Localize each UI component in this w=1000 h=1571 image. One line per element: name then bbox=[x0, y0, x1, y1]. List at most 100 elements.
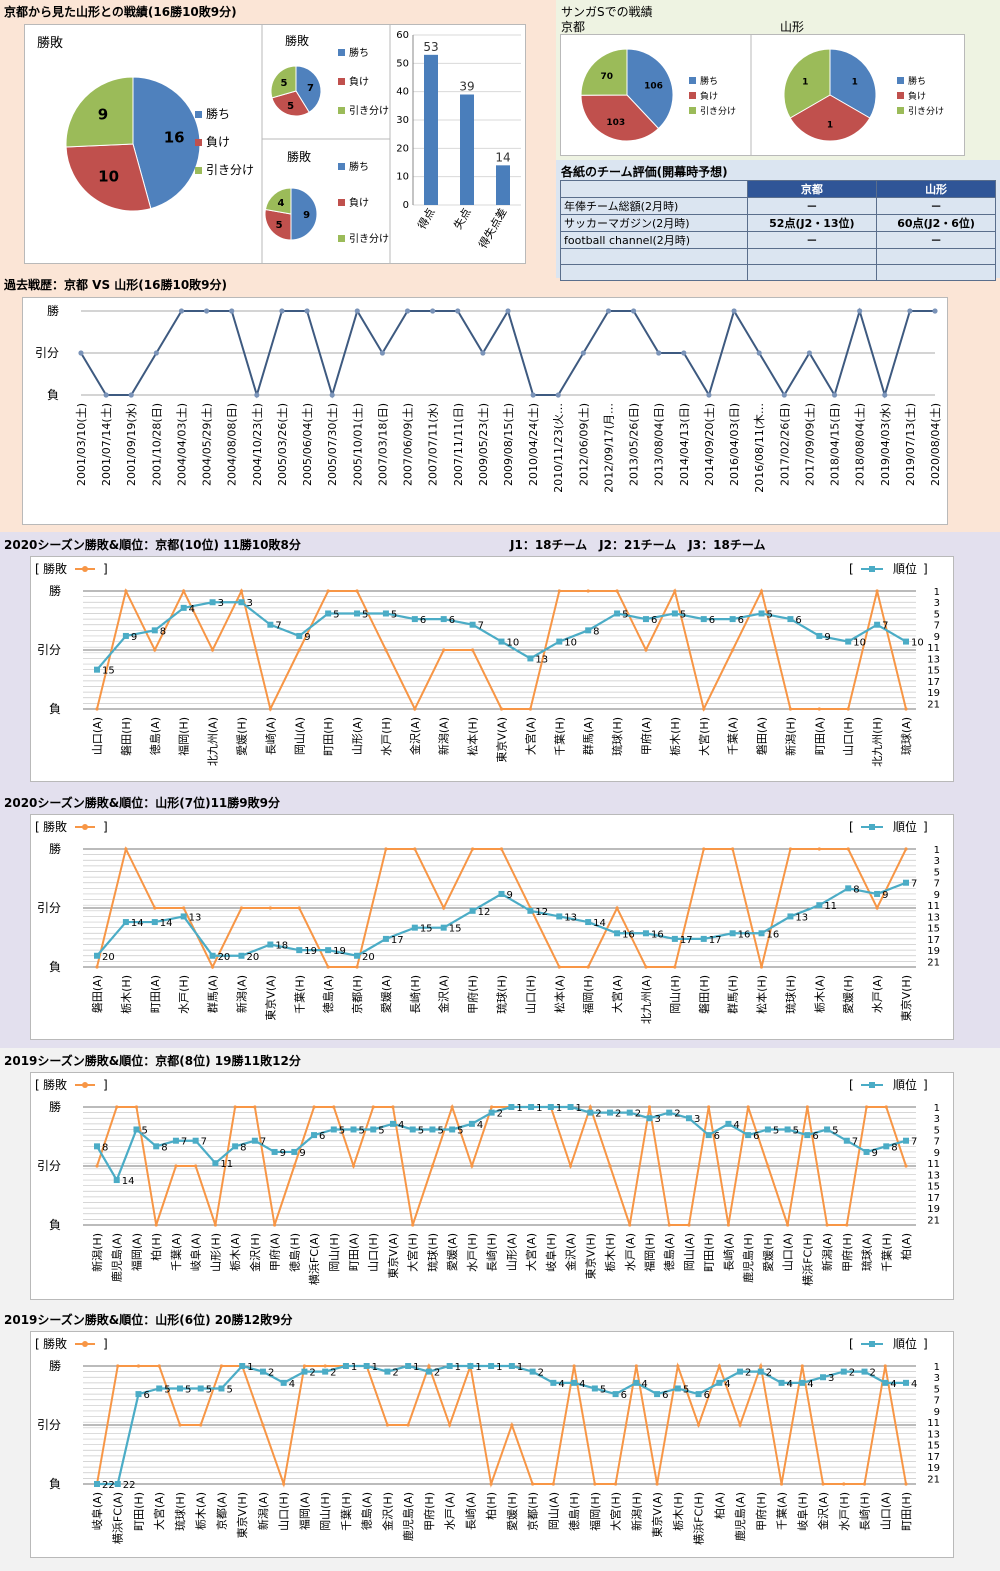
x-tick-label: 山口(A) bbox=[782, 1233, 795, 1271]
season-kyoto-2019-box: 勝引分負 1 3 5 7 9 11 13 15 17 19 21[勝敗][順位] 8 14 5 8 7 7 11 8 7… bbox=[30, 1072, 954, 1300]
rank-tick-label: 3 bbox=[934, 598, 940, 609]
rank-tick-label: 1 bbox=[934, 1362, 940, 1373]
rank-tick-label: 17 bbox=[927, 1452, 940, 1463]
rank-point bbox=[642, 616, 649, 623]
x-tick-label: 東京V(A) bbox=[495, 717, 509, 763]
rank-data-label: 5 bbox=[437, 1125, 443, 1136]
data-point bbox=[555, 392, 561, 398]
x-tick-label: 福岡(H) bbox=[581, 975, 595, 1014]
x-tick-label: 千葉(H) bbox=[552, 717, 566, 756]
x-tick-label: 千葉(H) bbox=[879, 1233, 893, 1272]
rank-data-label: 5 bbox=[333, 609, 339, 620]
result-point bbox=[667, 1223, 671, 1227]
sanga-yamagata-label: 山形 bbox=[780, 20, 805, 34]
legend-marker bbox=[869, 1341, 875, 1347]
rank-point bbox=[238, 952, 245, 959]
data-point bbox=[756, 350, 762, 356]
result-point bbox=[391, 1105, 395, 1109]
x-tick-label: 2001/03/10(土) bbox=[75, 403, 88, 486]
rank-data-label: 22 bbox=[123, 1480, 136, 1491]
rank-point bbox=[296, 947, 303, 954]
rank-data-label: 13 bbox=[189, 912, 202, 923]
rank-tick-label: 1 bbox=[934, 587, 940, 598]
rank-data-label: 4 bbox=[787, 1379, 793, 1390]
eval-row: サッカーマガジン(2月時) 52点(J2・13位) 60点(J2・6位) bbox=[560, 214, 996, 232]
rank-tick-label: 17 bbox=[927, 935, 940, 946]
rank-point bbox=[845, 638, 852, 645]
result-point bbox=[593, 1482, 597, 1486]
rank-point bbox=[192, 1137, 199, 1144]
results-line bbox=[96, 1103, 907, 1226]
x-tick-label: 福岡(H) bbox=[177, 717, 191, 756]
result-point bbox=[904, 1482, 908, 1486]
x-tick-label: 徳島(A) bbox=[662, 1233, 676, 1271]
rank-tick-label: 7 bbox=[934, 1396, 940, 1407]
rank-point bbox=[646, 1115, 653, 1122]
y-tick-label: 30 bbox=[396, 115, 409, 126]
x-tick-label: 金沢(H) bbox=[248, 1233, 262, 1272]
rank-point bbox=[757, 1368, 764, 1375]
data-point bbox=[455, 308, 461, 314]
rank-tick-label: 15 bbox=[927, 924, 940, 935]
pie-data-label: 16 bbox=[164, 128, 185, 146]
x-tick-label: 山口(A) bbox=[91, 717, 104, 755]
result-point bbox=[282, 1482, 286, 1486]
x-tick-label: 京都(H) bbox=[526, 1492, 540, 1531]
legend-swatch bbox=[338, 78, 345, 85]
rank-point bbox=[354, 610, 361, 617]
rank-point bbox=[382, 935, 389, 942]
rank-data-label: 6 bbox=[319, 1131, 325, 1142]
rank-point bbox=[508, 1104, 515, 1110]
rank-point bbox=[446, 1363, 453, 1369]
x-tick-label: 2013/05/26(日) bbox=[628, 403, 641, 486]
season-yamagata-2020-box: 勝引分負 1 3 5 7 9 11 13 15 17 19 21[勝敗][順位] 20 14 14 13 20 2… bbox=[30, 814, 954, 1040]
result-point bbox=[489, 1482, 493, 1486]
result-point bbox=[136, 1364, 141, 1368]
result-point bbox=[95, 707, 99, 711]
eval-kyoto-value: 52点(J2・13位) bbox=[746, 214, 878, 232]
pie-data-label: 70 bbox=[601, 72, 614, 82]
result-point bbox=[115, 1105, 119, 1109]
result-point bbox=[157, 1364, 161, 1368]
rank-data-label: 6 bbox=[621, 1390, 627, 1401]
result-point bbox=[615, 906, 619, 910]
rank-data-label: 14 bbox=[593, 918, 606, 929]
x-tick-label: 水戸(A) bbox=[624, 1233, 637, 1271]
result-point bbox=[233, 1105, 237, 1109]
rank-data-label: 6 bbox=[704, 1390, 710, 1401]
legend-marker bbox=[82, 1082, 88, 1088]
result-point bbox=[510, 1423, 514, 1427]
result-point bbox=[613, 1482, 618, 1486]
rank-point bbox=[94, 952, 100, 959]
result-point bbox=[615, 589, 619, 593]
rank-data-label: 3 bbox=[246, 598, 252, 609]
x-tick-label: 岡山(A) bbox=[293, 717, 306, 755]
x-tick-label: 水戸(H) bbox=[838, 1492, 851, 1531]
eval-yamagata-value bbox=[876, 248, 996, 265]
legend-label: 引き分け bbox=[349, 233, 389, 245]
result-point bbox=[239, 589, 244, 593]
x-tick-label: 千葉(A) bbox=[169, 1233, 183, 1271]
legend-label: 負け bbox=[206, 135, 230, 149]
y-tick-label: 10 bbox=[396, 172, 409, 183]
x-tick-label: 2007/06/09(土) bbox=[402, 403, 415, 486]
x-tick-label: 栃木(A) bbox=[812, 975, 826, 1013]
result-point bbox=[746, 1105, 750, 1109]
legend-label: 順位 bbox=[893, 1077, 917, 1092]
x-tick-label: 町田(H) bbox=[703, 1233, 716, 1272]
legend-bracket: [ bbox=[849, 1078, 854, 1092]
rank-tick-label: 7 bbox=[934, 621, 940, 632]
bar-value-label: 53 bbox=[423, 40, 438, 54]
x-tick-label: 長崎(A) bbox=[263, 717, 277, 755]
rank-point bbox=[133, 1126, 140, 1133]
rank-point bbox=[903, 879, 909, 886]
rank-tick-label: 11 bbox=[927, 1418, 940, 1429]
eval-row-label: サッカーマガジン(2月時) bbox=[560, 214, 748, 232]
rank-data-label: 13 bbox=[795, 912, 808, 923]
x-tick-label: 福岡(H) bbox=[588, 1492, 602, 1531]
x-tick-label: 2019/04/03(水) bbox=[879, 403, 892, 486]
rank-point bbox=[685, 1115, 692, 1122]
x-tick-label: 大宮(A) bbox=[152, 1492, 166, 1530]
x-tick-label: 徳島(H) bbox=[567, 1492, 581, 1531]
